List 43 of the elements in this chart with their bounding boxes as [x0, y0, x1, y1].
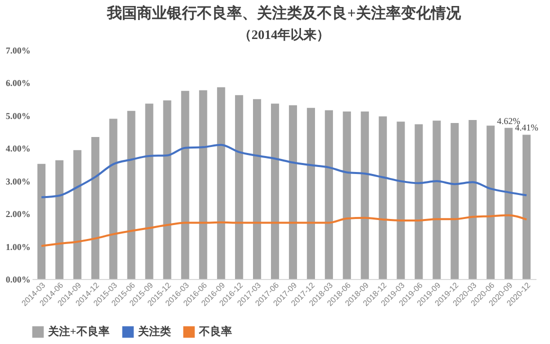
bar: [306, 108, 315, 279]
line-series: [40, 144, 528, 198]
chart-title: 我国商业银行不良率、关注类及不良+关注率变化情况: [106, 4, 462, 22]
y-tick-label: 1.00%: [6, 242, 30, 252]
bar: [396, 122, 405, 279]
bar: [486, 126, 495, 279]
line-series: [40, 214, 528, 247]
bar: [342, 112, 351, 279]
bar: [288, 105, 298, 279]
bar: [109, 118, 118, 279]
y-tick-label: 2.00%: [6, 209, 30, 220]
bar: [522, 134, 531, 279]
y-tick-label: 5.00%: [6, 110, 30, 121]
y-tick-label: 4.00%: [6, 144, 30, 154]
bar: [324, 110, 333, 279]
bar: [468, 120, 477, 279]
y-tick-label: 3.00%: [6, 176, 30, 186]
bar: [270, 104, 280, 279]
y-tick-label: 7.00%: [6, 46, 30, 56]
bar: [199, 90, 208, 279]
bar: [145, 104, 154, 279]
y-tick-label: 0.00%: [6, 274, 30, 284]
bar: [55, 160, 64, 279]
bar: [414, 124, 423, 279]
bar: [450, 122, 459, 279]
bar: [73, 150, 82, 279]
bar: [360, 112, 369, 279]
legend-label: 关注类: [137, 325, 171, 338]
y-tick-label: 6.00%: [6, 78, 30, 88]
legend-label: 关注+不良率: [47, 325, 110, 338]
bar: [253, 99, 262, 279]
bar: [37, 164, 46, 279]
bar: [163, 100, 172, 279]
bar: [378, 116, 387, 279]
bar: [235, 95, 244, 279]
legend-label: 不良率: [198, 325, 232, 338]
bar: [181, 90, 190, 279]
chart-subtitle: （2014年以来）: [238, 27, 330, 42]
bar: [127, 110, 136, 279]
bar: [91, 137, 100, 279]
bar: [217, 87, 226, 279]
bar: [432, 120, 441, 279]
bar: [504, 128, 513, 279]
